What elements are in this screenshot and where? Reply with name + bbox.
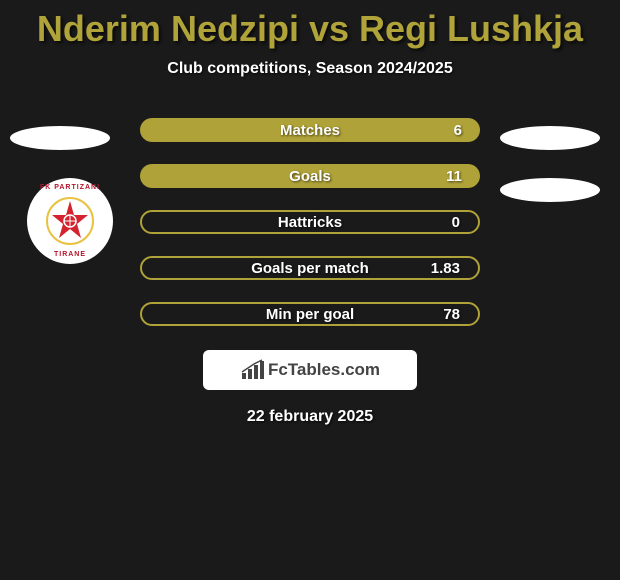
stat-value: 0 <box>452 214 460 231</box>
comparison-title: Nderim Nedzipi vs Regi Lushkja <box>0 0 620 50</box>
star-icon <box>46 197 94 245</box>
stat-bar-goals: Goals 11 <box>140 164 480 188</box>
stat-bar-goals-per-match: Goals per match 1.83 <box>140 256 480 280</box>
stat-label: Min per goal <box>266 306 354 323</box>
site-logo[interactable]: FcTables.com <box>203 350 417 390</box>
date-text: 22 february 2025 <box>0 408 620 426</box>
stat-bar-min-per-goal: Min per goal 78 <box>140 302 480 326</box>
player1-ellipse-top <box>10 126 110 150</box>
player2-ellipse-top <box>500 126 600 150</box>
badge-circle: FK PARTIZANI TIRANE <box>27 178 113 264</box>
stat-value: 6 <box>454 122 462 139</box>
stat-label: Matches <box>280 122 340 139</box>
player1-name: Nderim Nedzipi <box>37 8 299 49</box>
player2-ellipse-mid <box>500 178 600 202</box>
stat-value: 78 <box>443 306 460 323</box>
stat-label: Hattricks <box>278 214 342 231</box>
stat-label: Goals per match <box>251 260 369 277</box>
stat-bar-matches: Matches 6 <box>140 118 480 142</box>
logo-text: FcTables.com <box>268 360 380 380</box>
stat-label: Goals <box>289 168 331 185</box>
vs-text: vs <box>309 8 349 49</box>
subtitle: Club competitions, Season 2024/2025 <box>0 60 620 78</box>
stat-value: 1.83 <box>431 260 460 277</box>
stat-bar-hattricks: Hattricks 0 <box>140 210 480 234</box>
player2-name: Regi Lushkja <box>359 8 583 49</box>
club-badge: FK PARTIZANI TIRANE <box>20 178 120 264</box>
badge-top-text: FK PARTIZANI <box>40 184 100 191</box>
badge-bottom-text: TIRANE <box>54 251 86 258</box>
stat-value: 11 <box>446 168 462 185</box>
chart-icon <box>240 359 266 381</box>
